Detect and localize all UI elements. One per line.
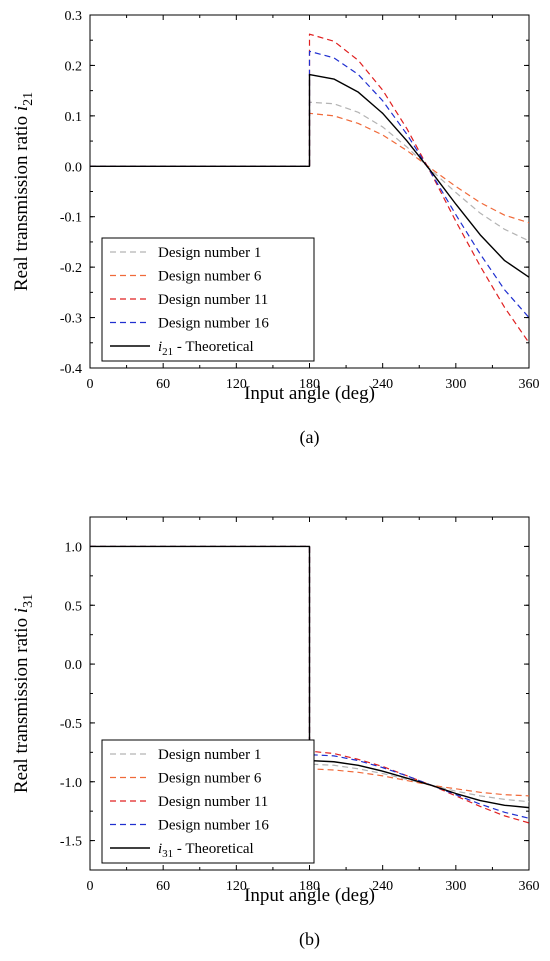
legend-label: Design number 1 <box>158 245 261 261</box>
y-tick-label: -0.5 <box>60 717 82 732</box>
legend: Design number 1 Design number 6 Design num… <box>101 739 315 864</box>
panel-label: (a) <box>300 427 320 448</box>
panel-label: (b) <box>299 929 320 950</box>
y-tick-label: -0.4 <box>60 362 82 377</box>
y-axis-label: Real transmission ratio i21 <box>11 92 36 291</box>
chart-panel-b: 0 60 120 180 240 300 360 1.0 0.5 0.0 -0.5 -1.0 -1.5 I… <box>11 516 540 950</box>
legend-label: Design number 16 <box>158 818 269 834</box>
legend-label: i31 - Theoretical <box>158 841 254 860</box>
legend-label-text: - Theoretical <box>173 841 254 857</box>
y-axis-label-subscript: 31 <box>21 594 36 608</box>
legend-label: Design number 16 <box>158 316 269 332</box>
x-tick-label: 300 <box>445 879 466 894</box>
x-tick-label: 180 <box>299 377 320 392</box>
y-tick-label: -0.2 <box>60 261 82 276</box>
y-tick-label: 0.3 <box>65 9 83 24</box>
legend-label: Design number 11 <box>158 292 268 308</box>
legend-label: Design number 1 <box>158 747 261 763</box>
legend-box <box>101 739 315 864</box>
legend-label-text: - Theoretical <box>173 339 254 355</box>
legend-label: i21 - Theoretical <box>158 339 254 358</box>
y-tick-label: 1.0 <box>65 540 83 555</box>
x-tick-label: 180 <box>299 879 320 894</box>
y-axis-label-symbol: i <box>11 608 32 613</box>
y-tick-label: 0.5 <box>65 599 83 614</box>
legend-label-symbol: i <box>158 339 162 355</box>
legend: Design number 1 Design number 6 Design num… <box>101 237 315 362</box>
x-tick-label: 120 <box>226 377 247 392</box>
series-line-theoretical <box>90 73 529 278</box>
y-tick-label: 0.2 <box>65 59 83 74</box>
y-tick-label: 0.0 <box>65 658 83 673</box>
y-axis-label-text: Real transmission ratio <box>11 111 32 291</box>
series-line-design-number-16 <box>90 50 529 318</box>
x-axis-label: Input angle (deg) <box>244 885 375 906</box>
x-tick-label: 360 <box>519 879 540 894</box>
chart-panel-a: 0 60 120 180 240 300 360 0.3 0.2 0.1 0.0 -0.1 -0.2 -0… <box>11 9 540 448</box>
x-tick-label: 0 <box>87 377 94 392</box>
x-tick-label: 240 <box>372 377 393 392</box>
legend-label-symbol: i <box>158 841 162 857</box>
y-tick-label: -1.5 <box>60 835 82 850</box>
x-tick-label: 120 <box>226 879 247 894</box>
legend-label-subscript: 31 <box>162 848 173 860</box>
x-tick-label: 60 <box>156 377 170 392</box>
legend-label: Design number 6 <box>158 771 262 787</box>
y-axis-label-symbol: i <box>11 106 32 111</box>
legend-label: Design number 6 <box>158 269 262 285</box>
x-tick-label: 240 <box>372 879 393 894</box>
x-tick-label: 300 <box>445 377 466 392</box>
x-axis-label: Input angle (deg) <box>244 383 375 404</box>
y-tick-label: -0.3 <box>60 312 82 327</box>
y-tick-label: -0.1 <box>60 211 82 226</box>
legend-label-subscript: 21 <box>162 346 173 358</box>
x-tick-label: 360 <box>519 377 540 392</box>
x-tick-label: 0 <box>87 879 94 894</box>
y-tick-label: -1.0 <box>60 776 82 791</box>
x-tick-label: 60 <box>156 879 170 894</box>
y-axis-label-subscript: 21 <box>21 92 36 106</box>
legend-box <box>101 237 315 362</box>
y-tick-label: 0.0 <box>65 160 83 175</box>
legend-label: Design number 11 <box>158 794 268 810</box>
series-line-theoretical <box>90 545 529 809</box>
series-line-design-number-11 <box>90 33 529 344</box>
y-tick-label: 0.1 <box>65 110 83 125</box>
y-axis-label-text: Real transmission ratio <box>11 613 32 793</box>
y-axis-label: Real transmission ratio i31 <box>11 594 36 793</box>
